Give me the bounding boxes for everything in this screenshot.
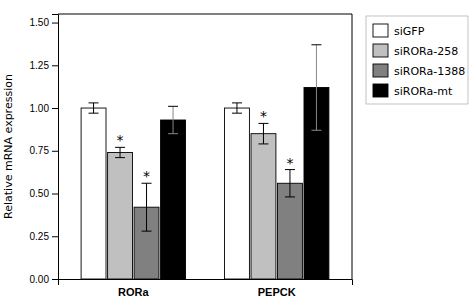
error-bar-cap [285,196,295,197]
y-tick: 0.00 [30,274,58,285]
significance-label: * [260,108,267,124]
error-bar [258,123,268,144]
x-tick: PEPCK [258,286,296,298]
error-bar-cap [115,157,125,158]
series [81,103,249,279]
legend-frame [366,16,468,104]
frame-right [352,14,353,279]
legend-label: siRORa-mt [394,85,453,98]
significance-label: * [117,132,124,148]
y-tick: 1.25 [30,60,58,71]
bar [161,120,186,279]
y-tick-mark [52,108,58,109]
y-tick-mark [52,279,58,280]
error-bar [168,106,178,133]
error-bar-cap [142,231,152,232]
y-tick-mark [52,65,58,66]
error-bar-stem [173,106,174,133]
error-bar-cap [311,130,321,131]
error-bar-cap [232,113,242,114]
y-tick-label: 1.00 [30,103,50,114]
significance-label: * [143,168,150,184]
y-tick: 0.25 [30,231,58,242]
y-axis-title: Relative mRNA expression [2,74,15,219]
legend-swatch [373,64,388,77]
series [134,170,302,279]
error-bar-stem [146,183,147,231]
error-bar-stem [120,147,121,157]
x-tick: RORa [118,286,149,298]
error-bar-cap [168,106,178,107]
y-tick-mark [52,236,58,237]
error-bar-stem [236,103,237,113]
error-bar-cap [89,102,99,103]
error-bar [115,147,125,157]
error-bar-stem [289,170,290,197]
series [161,45,329,279]
x-tick-label: PEPCK [258,286,296,298]
series [108,123,276,279]
bar [81,108,106,279]
error-bar [311,45,321,130]
y-tick-mark [52,23,58,24]
legend-item: siRORa-1388 [373,64,465,78]
y-tick: 1.50 [30,17,58,28]
y-tick-mark [52,194,58,195]
y-tick-label: 0.50 [30,188,50,199]
y-tick-mark [52,151,58,152]
error-bar [232,103,242,113]
legend-label: siRORa-258 [394,45,458,58]
y-tick: 0.75 [30,145,58,156]
x-axis: RORa PEPCK [59,280,353,298]
legend-swatch [373,84,388,97]
bar [251,134,276,279]
error-bar-stem [263,123,264,144]
bars [81,45,329,279]
bar [108,152,133,279]
y-tick-label: 0.75 [30,145,50,156]
x-axis-line [59,280,353,286]
error-bar-cap [89,113,99,114]
y-tick-label: 0.25 [30,231,50,242]
bar [225,108,250,279]
error-bar-stem [316,45,317,130]
legend-label: siRORa-1388 [394,65,465,78]
frame-top [58,14,352,15]
error-bar [142,183,152,231]
plot: 0.00 0.25 0.50 0.75 1.00 1.25 1.50 RORa PEPCK Rel… [2,14,353,298]
significance-label: * [286,155,293,171]
legend-item: siRORa-mt [373,84,453,98]
error-bar-cap [258,143,268,144]
bar [278,183,303,279]
error-bar [285,170,295,197]
error-bar-cap [168,133,178,134]
y-tick: 0.50 [30,188,58,199]
annotations: * * * * [117,108,294,184]
x-tick-label: RORa [118,286,149,298]
legend-label: siGFP [394,25,425,38]
legend-item: siGFP [373,24,425,38]
y-axis: 0.00 0.25 0.50 0.75 1.00 1.25 1.50 [30,15,59,285]
chart: 0.00 0.25 0.50 0.75 1.00 1.25 1.50 RORa PEPCK Rel… [0,0,474,307]
y-tick-label: 1.50 [30,17,50,28]
error-bar [89,103,99,113]
y-tick: 1.00 [30,103,58,114]
y-tick-label: 0.00 [30,274,50,285]
legend-item: siRORa-258 [373,44,458,58]
y-axis-line [52,15,59,280]
legend: siGFP siRORa-258 siRORa-1388 siRORa-mt [366,16,468,104]
error-bar-cap [311,44,321,45]
error-bar-stem [93,103,94,113]
y-tick-label: 1.25 [30,60,50,71]
legend-swatch [373,24,388,37]
legend-swatch [373,44,388,57]
error-bar-cap [232,102,242,103]
